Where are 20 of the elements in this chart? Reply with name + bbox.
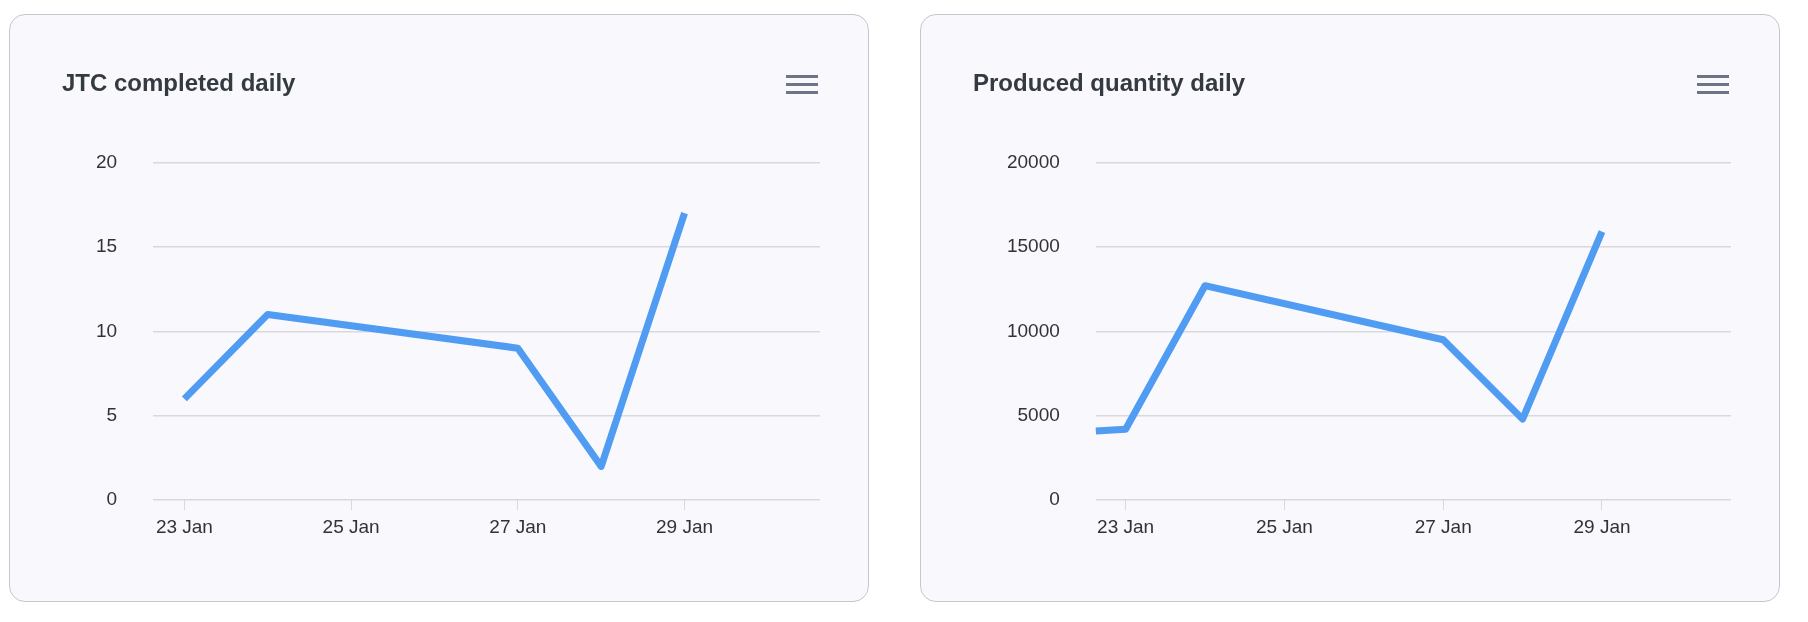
y-tick-label: 10: [95, 319, 118, 341]
y-tick-label: 15000: [1006, 235, 1060, 257]
x-tick-label: 29 Jan: [1573, 515, 1631, 537]
y-tick-label: 20: [95, 150, 118, 172]
x-tick-label: 27 Jan: [1414, 515, 1472, 537]
y-tick-label: 5000: [1017, 403, 1060, 425]
y-tick-label: 15: [95, 235, 118, 257]
y-tick-label: 5: [106, 403, 118, 425]
x-tick-label: 29 Jan: [656, 515, 714, 537]
y-tick-label: 20000: [1006, 150, 1060, 172]
y-tick-label: 10000: [1006, 319, 1060, 341]
chart-title: JTC completed daily: [62, 69, 296, 97]
x-tick-label: 25 Jan: [1255, 515, 1313, 537]
y-tick-label: 0: [106, 488, 118, 510]
x-tick-label: 25 Jan: [322, 515, 380, 537]
x-tick-label: 23 Jan: [1097, 515, 1155, 537]
chart-title: Produced quantity daily: [973, 69, 1246, 97]
y-tick-label: 0: [1049, 488, 1060, 510]
x-tick-label: 27 Jan: [489, 515, 547, 537]
x-tick-label: 23 Jan: [155, 515, 213, 537]
